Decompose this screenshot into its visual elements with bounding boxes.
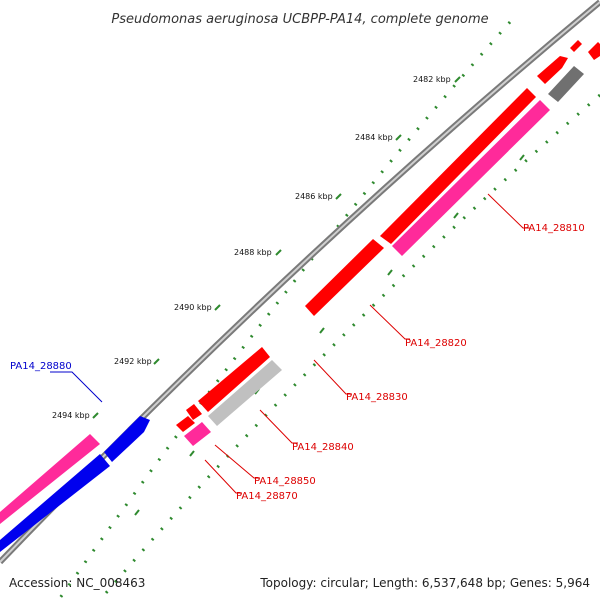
kbp-tick-label: 2492 kbp <box>114 357 152 366</box>
gene-arrow[interactable] <box>176 416 195 432</box>
gene-label-pa14-28880[interactable]: PA14_28880 <box>10 361 72 372</box>
gene-label-pa14-28830[interactable]: PA14_28830 <box>346 392 408 403</box>
gene-arrow[interactable] <box>548 66 584 102</box>
gene-arrow[interactable] <box>104 416 150 462</box>
outer-tick-ring <box>58 21 512 599</box>
gene-arrow[interactable] <box>537 56 568 84</box>
gene-label-pa14-28840[interactable]: PA14_28840 <box>292 442 354 453</box>
gene-arrow[interactable] <box>184 422 211 446</box>
gene-label-pa14-28870[interactable]: PA14_28870 <box>236 491 298 502</box>
accession-label: Accession: NC_008463 <box>9 576 146 590</box>
gene-arrow[interactable] <box>198 347 270 412</box>
gene-arrow[interactable] <box>0 434 100 524</box>
gene-arrow[interactable] <box>392 100 550 256</box>
gene-arrow[interactable] <box>0 454 110 552</box>
inner-tick-ring <box>98 93 600 600</box>
kbp-tick-label: 2482 kbp <box>413 75 451 84</box>
kbp-tick-label: 2494 kbp <box>52 411 90 420</box>
gene-arrow[interactable] <box>380 88 536 244</box>
gene-label-pa14-28820[interactable]: PA14_28820 <box>405 338 467 349</box>
gene-label-pa14-28810[interactable]: PA14_28810 <box>523 223 585 234</box>
kbp-tick-label: 2488 kbp <box>234 248 272 257</box>
gene-label-pa14-28850[interactable]: PA14_28850 <box>254 476 316 487</box>
gene-arrow[interactable] <box>305 239 384 316</box>
topology-label: Topology: circular; Length: 6,537,648 bp… <box>260 576 590 590</box>
kbp-tick-label: 2490 kbp <box>174 303 212 312</box>
gene-arrow[interactable] <box>186 404 202 420</box>
genome-title: Pseudomonas aeruginosa UCBPP-PA14, compl… <box>111 12 488 27</box>
gene-arrow[interactable] <box>570 40 582 52</box>
gene-arrow[interactable] <box>588 42 600 60</box>
kbp-tick-label: 2486 kbp <box>295 192 333 201</box>
kbp-tick-label: 2484 kbp <box>355 133 393 142</box>
gene-arrow[interactable] <box>208 360 282 426</box>
label-leaders <box>50 193 530 494</box>
